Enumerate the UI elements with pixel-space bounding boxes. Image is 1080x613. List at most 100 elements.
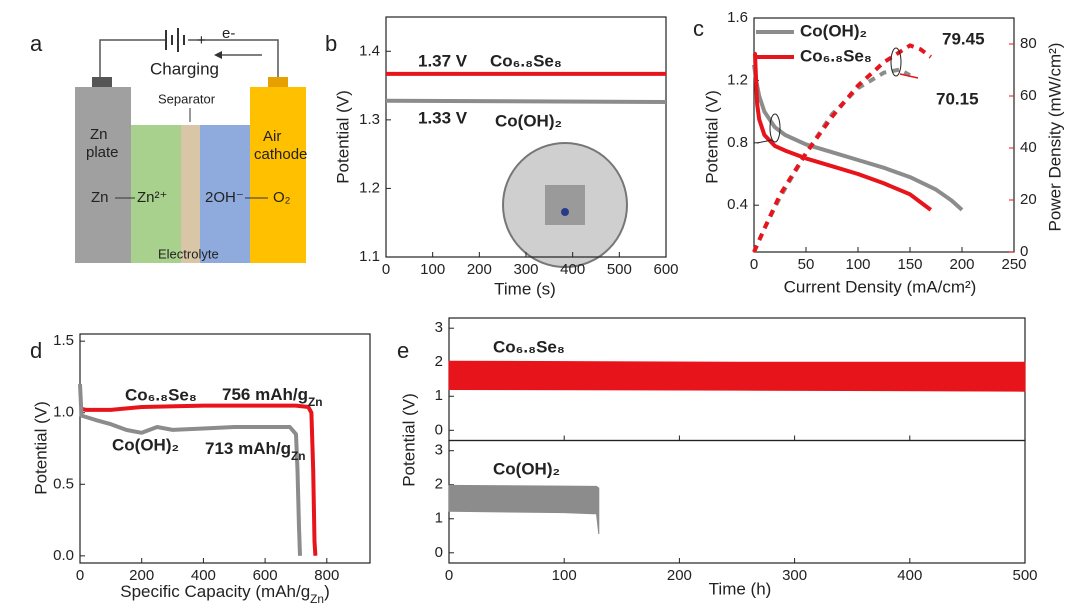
panel-label: b: [325, 31, 337, 56]
x-tick-label: 0: [382, 261, 390, 278]
y-axis-label: Potential (V): [333, 90, 352, 184]
y-axis-label: Potential (V): [31, 401, 50, 495]
air-cathode-label: Air: [263, 128, 281, 145]
y-axis-label: Potential (V): [702, 90, 721, 184]
x-tick-label: 0: [76, 567, 84, 584]
series-name: Co₆.₈Se₈: [493, 337, 565, 356]
potential-curve: [753, 51, 932, 212]
battery-symbol: [165, 28, 185, 52]
annotation-part: Zn: [308, 395, 323, 409]
x-tick-label: 600: [253, 567, 278, 584]
zn-plate-label: Zn: [90, 126, 108, 143]
y-tick-label: 3: [435, 319, 443, 336]
series-name: Co₆.₈Se₈: [490, 51, 562, 70]
y-tick-label: 1: [435, 510, 443, 527]
x-tick-label: 300: [782, 567, 807, 584]
y-tick-label: 40: [1020, 139, 1037, 156]
x-tick-label: 100: [552, 567, 577, 584]
zn-ion-label: Zn²⁺: [137, 189, 167, 206]
y-tick-label: 0: [435, 421, 443, 438]
zn-label: Zn: [91, 189, 109, 206]
series-name: Co₆.₈Se₈: [125, 385, 197, 404]
x-tick-label: 400: [897, 567, 922, 584]
x-axis-label-part: Specific Capacity (mAh/g: [120, 582, 310, 601]
annotation: 79.45: [942, 29, 985, 48]
electrode-cap: [268, 77, 288, 87]
y-tick-label: 1.0: [53, 404, 74, 421]
charging-label: Charging: [150, 59, 219, 78]
y-tick-label: 2: [435, 353, 443, 370]
cycling-band: [448, 484, 600, 535]
electrolyte-right: [200, 125, 250, 263]
electrolyte-label: Electrolyte: [158, 246, 219, 261]
electrode-cap: [92, 77, 112, 87]
panel-label: a: [30, 31, 43, 56]
separator-label: Separator: [158, 91, 216, 106]
x-axis-label: Time (s): [494, 279, 556, 298]
y-tick-label: 1.5: [53, 332, 74, 349]
y-tick-label: 0: [1020, 243, 1028, 260]
hydroxide-label: 2OH⁻: [205, 189, 244, 206]
annotation: 756 mAh/gZn: [222, 385, 323, 409]
potential-curve: [385, 98, 667, 104]
series-name: Co(OH)₂: [495, 111, 562, 130]
x-axis-label: Specific Capacity (mAh/gZn): [120, 582, 329, 606]
wire: [99, 39, 165, 78]
photo-inset: [502, 142, 628, 268]
x-tick-label: 150: [897, 256, 922, 273]
x-tick-label: 400: [560, 261, 585, 278]
separator: [181, 125, 200, 263]
y-tick-label: 1.2: [359, 179, 380, 196]
y-tick-label: 20: [1020, 191, 1037, 208]
x-tick-label: 400: [191, 567, 216, 584]
x-axis-label-part: Zn: [310, 592, 324, 606]
y-tick-label: 0.8: [727, 134, 748, 151]
arrowhead: [214, 51, 222, 59]
potential-curve: [752, 64, 964, 212]
annotation: 713 mAh/gZn: [205, 439, 306, 463]
axis-indicator: [890, 47, 902, 77]
x-tick-label: 0: [445, 567, 453, 584]
x-tick-label: 500: [607, 261, 632, 278]
annotation-part: Zn: [291, 449, 306, 463]
potential-curve: [79, 403, 318, 556]
y-tick-label: 1.2: [727, 71, 748, 88]
y-tick-label: 0.4: [727, 196, 748, 213]
y-tick-label: 60: [1020, 87, 1037, 104]
y-tick-label: 3: [435, 442, 443, 459]
y-tick-label: 0.0: [53, 547, 74, 564]
x-tick-label: 300: [513, 261, 538, 278]
y2-axis-label: Power Density (mW/cm²): [1045, 43, 1064, 232]
x-tick-label: 50: [798, 256, 815, 273]
oxygen-label: O₂: [273, 189, 291, 206]
cycling-band: [448, 360, 1026, 392]
y-tick-label: 80: [1020, 35, 1037, 52]
air-cathode: [250, 87, 306, 263]
x-tick-label: 200: [667, 567, 692, 584]
plot-frame: [79, 333, 371, 564]
annotation: 70.15: [936, 89, 979, 108]
x-tick-label: 250: [1001, 256, 1026, 273]
y-tick-label: 1.4: [359, 42, 380, 59]
power-curve: [752, 43, 932, 253]
y-tick-label: 0.5: [53, 475, 74, 492]
y-tick-label: 1: [435, 387, 443, 404]
panel-label: e: [397, 338, 409, 363]
x-axis-label-part: ): [324, 582, 330, 601]
x-tick-label: 600: [653, 261, 678, 278]
x-tick-label: 200: [467, 261, 492, 278]
x-tick-label: 500: [1012, 567, 1037, 584]
x-axis-label: Current Density (mA/cm²): [784, 277, 977, 296]
panel-label: d: [30, 338, 42, 363]
power-curve: [752, 67, 911, 253]
series-name: Co₆.₈Se₈: [800, 46, 872, 65]
y-tick-label: 1.1: [359, 248, 380, 265]
y-tick-label: 1.6: [727, 9, 748, 26]
x-tick-label: 200: [129, 567, 154, 584]
electron: e-: [222, 25, 235, 42]
panel-label: c: [693, 16, 704, 41]
annotation: 1.33 V: [418, 108, 468, 127]
axis-indicator: [769, 113, 781, 143]
x-tick-label: 100: [845, 256, 870, 273]
